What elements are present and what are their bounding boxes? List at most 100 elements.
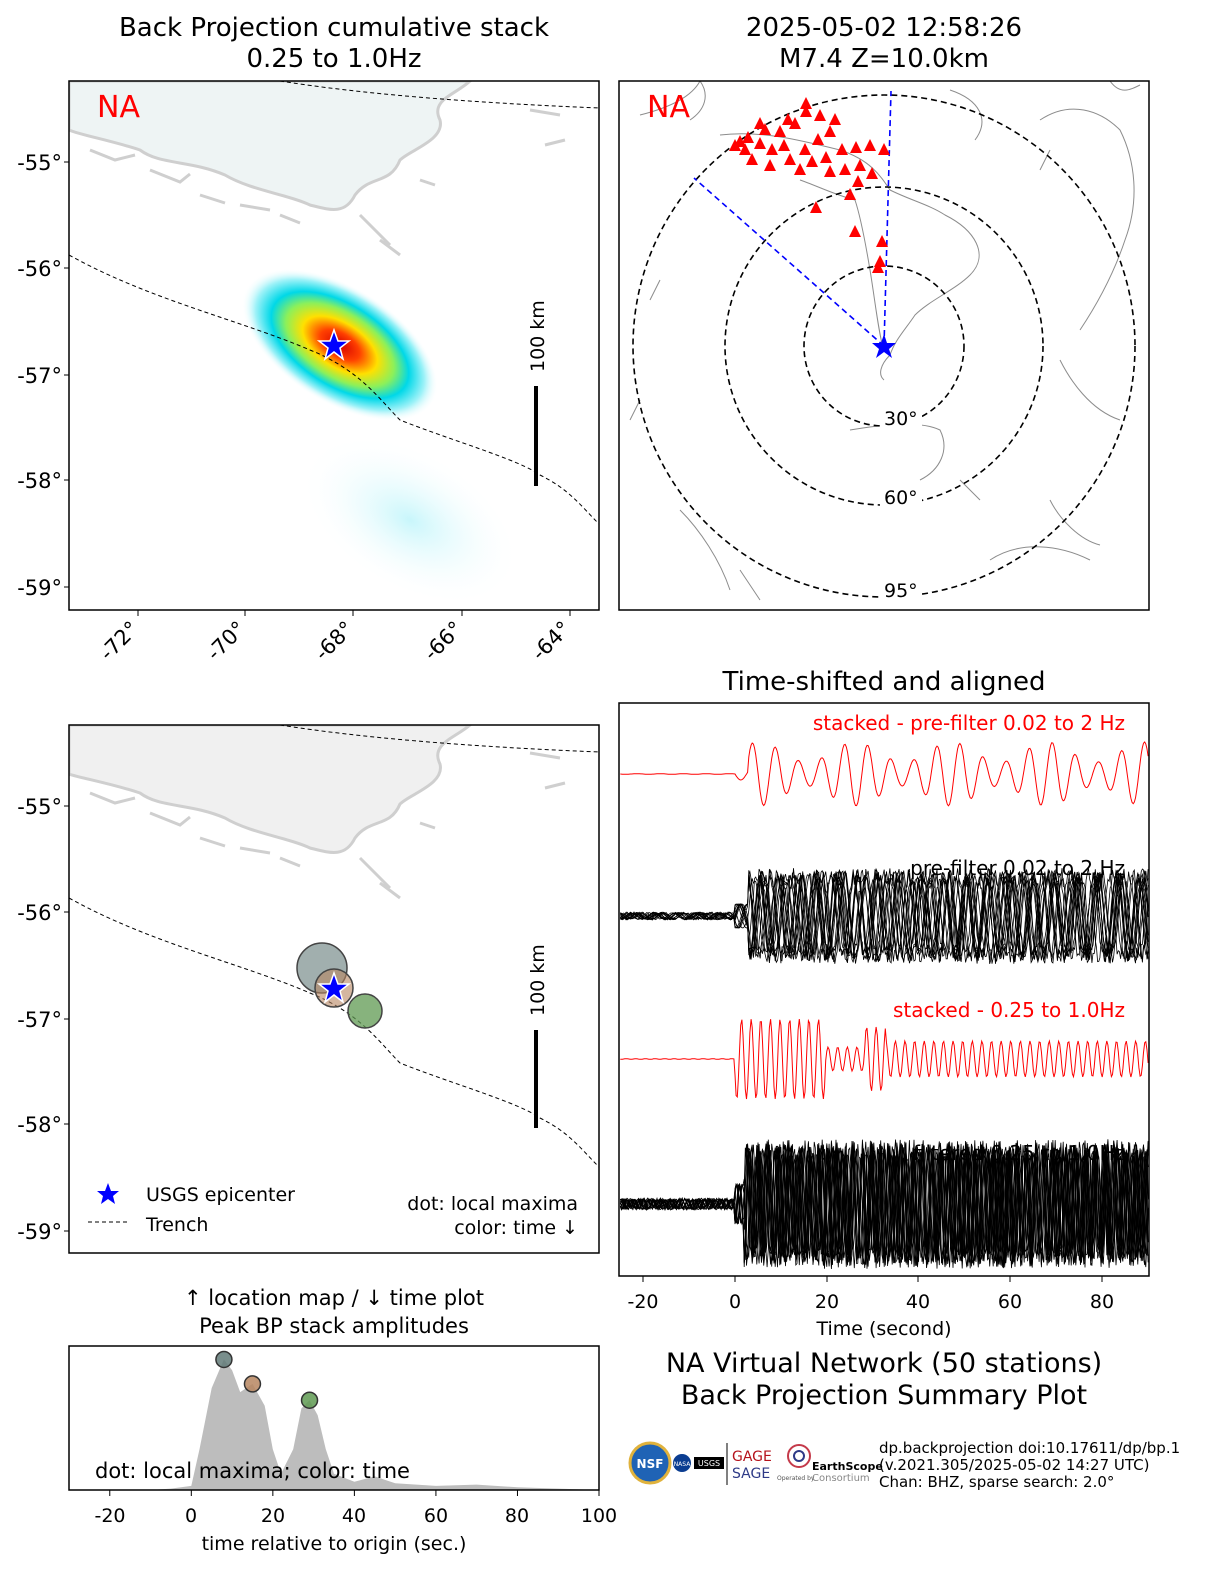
lon-tick: -66° <box>419 617 468 666</box>
coast-islands <box>89 751 566 900</box>
epicenter-star <box>316 970 352 1004</box>
station-trace <box>620 868 1149 963</box>
trace-label-prefilter: pre-filter 0.02 to 2 Hz <box>910 856 1125 880</box>
nasa-logo-text: NASA <box>674 1461 692 1468</box>
station-triangle <box>812 133 824 145</box>
station-triangle <box>814 109 826 121</box>
station-triangle <box>778 139 790 151</box>
map-lon-ticks: -72° -70° -68° -66° -64° <box>95 610 576 665</box>
lat-tick: -59° <box>17 1220 62 1244</box>
station-triangle <box>866 167 878 179</box>
epicenter-star <box>872 334 896 358</box>
map-frame <box>68 80 600 611</box>
trench-line <box>69 254 599 525</box>
consortium-logo-text: Consortium <box>812 1473 870 1484</box>
x-tick: 0 <box>185 1505 197 1527</box>
station-triangle <box>782 113 794 125</box>
maxima-map-frame <box>68 724 600 1254</box>
stacked-trace <box>620 741 1149 807</box>
land-coast <box>69 81 473 211</box>
trace-group <box>619 741 1149 1270</box>
sage-logo: SAGE <box>732 1466 770 1482</box>
station-trace <box>620 868 1149 964</box>
lat-tick: -56° <box>17 257 62 281</box>
station-triangle <box>839 163 851 175</box>
station-triangle <box>800 97 812 109</box>
ring-label-bg <box>880 577 922 601</box>
network-label-b: NA <box>647 90 690 125</box>
azimuth-line <box>693 177 885 347</box>
summary-line2: Back Projection Summary Plot <box>681 1380 1087 1411</box>
traces-area: stacked - pre-filter 0.02 to 2 Hz pre-fi… <box>619 711 1149 1270</box>
nasa-logo <box>673 1454 691 1472</box>
lat-tick: -56° <box>17 901 62 925</box>
amp-xlabel: time relative to origin (sec.) <box>202 1533 467 1555</box>
station-trace <box>619 1139 1149 1268</box>
epicenter-star <box>316 327 352 361</box>
station-triangle <box>810 201 822 213</box>
x-tick: 20 <box>261 1505 285 1527</box>
amp-plot-area: dot: local maxima; color: time <box>69 1350 599 1490</box>
station-triangle <box>754 137 766 149</box>
ring-60 <box>724 186 1044 506</box>
maxima-dot <box>300 1391 319 1409</box>
lat-tick: -57° <box>17 364 62 388</box>
bp-map-area: NA 100 km <box>69 81 599 606</box>
traces-xlabel: Time (second) <box>815 1318 951 1340</box>
coast-line-north <box>279 81 599 109</box>
x-tick: -20 <box>94 1505 125 1527</box>
lon-tick: -68° <box>310 617 359 666</box>
traces-xticks: -20 0 20 40 60 80 <box>627 1276 1114 1313</box>
land-coast <box>69 725 473 854</box>
trench-line <box>69 897 599 1168</box>
station-trace <box>620 868 1149 964</box>
lon-tick: -64° <box>527 617 576 666</box>
lat-tick: -59° <box>17 576 62 600</box>
x-tick: 20 <box>815 1291 839 1313</box>
amp-note: dot: local maxima; color: time <box>95 1459 410 1483</box>
coast-line-north <box>279 725 599 753</box>
gage-logo: GAGE <box>732 1449 772 1465</box>
lon-tick: -72° <box>95 617 144 666</box>
earthscope-logo-icon <box>787 1444 811 1468</box>
station-triangle <box>794 163 806 175</box>
earthscope-logo-inner <box>793 1450 805 1462</box>
x-tick: 100 <box>581 1505 617 1527</box>
ring-label-bg <box>880 484 922 508</box>
station-triangle <box>864 139 876 151</box>
amp-frame <box>68 1345 600 1491</box>
station-map-area: NA 30° 60° 95° <box>629 81 1141 602</box>
maxima-circle <box>347 993 383 1029</box>
usgs-logo-text: USGS <box>698 1459 720 1468</box>
amplitude-area <box>69 1359 599 1490</box>
x-tick: 80 <box>1090 1291 1114 1313</box>
station-map-frame <box>618 80 1150 611</box>
nsf-logo <box>628 1441 672 1485</box>
station-triangle <box>872 261 884 273</box>
maxima-dots <box>215 1350 319 1409</box>
map-title-line1: Back Projection cumulative stack <box>119 13 549 43</box>
lat-tick: -57° <box>17 1008 62 1032</box>
station-triangle <box>824 125 836 137</box>
lat-tick: -55° <box>17 795 62 819</box>
x-tick: 80 <box>505 1505 529 1527</box>
station-triangle <box>850 141 862 153</box>
network-label-a: NA <box>97 90 140 125</box>
scale-bar <box>534 386 538 486</box>
x-tick: 40 <box>906 1291 930 1313</box>
traces-title: Time-shifted and aligned <box>722 667 1046 697</box>
scale-label: 100 km <box>527 944 549 1016</box>
credit-line1: dp.backprojection doi:10.17611/dp/bp.1 <box>879 1439 1180 1457</box>
station-triangle <box>774 125 786 137</box>
station-triangle <box>836 143 848 155</box>
station-triangle <box>784 153 796 165</box>
map-title-line2: 0.25 to 1.0Hz <box>246 44 421 74</box>
azimuth-line <box>883 90 892 347</box>
x-tick: 60 <box>424 1505 448 1527</box>
station-triangle <box>799 143 811 155</box>
station-triangle <box>852 175 864 187</box>
maxima-map-area: 100 km USGS epicenter Trench dot: local … <box>69 725 599 1239</box>
station-triangle <box>742 131 754 143</box>
station-triangle <box>854 159 866 171</box>
